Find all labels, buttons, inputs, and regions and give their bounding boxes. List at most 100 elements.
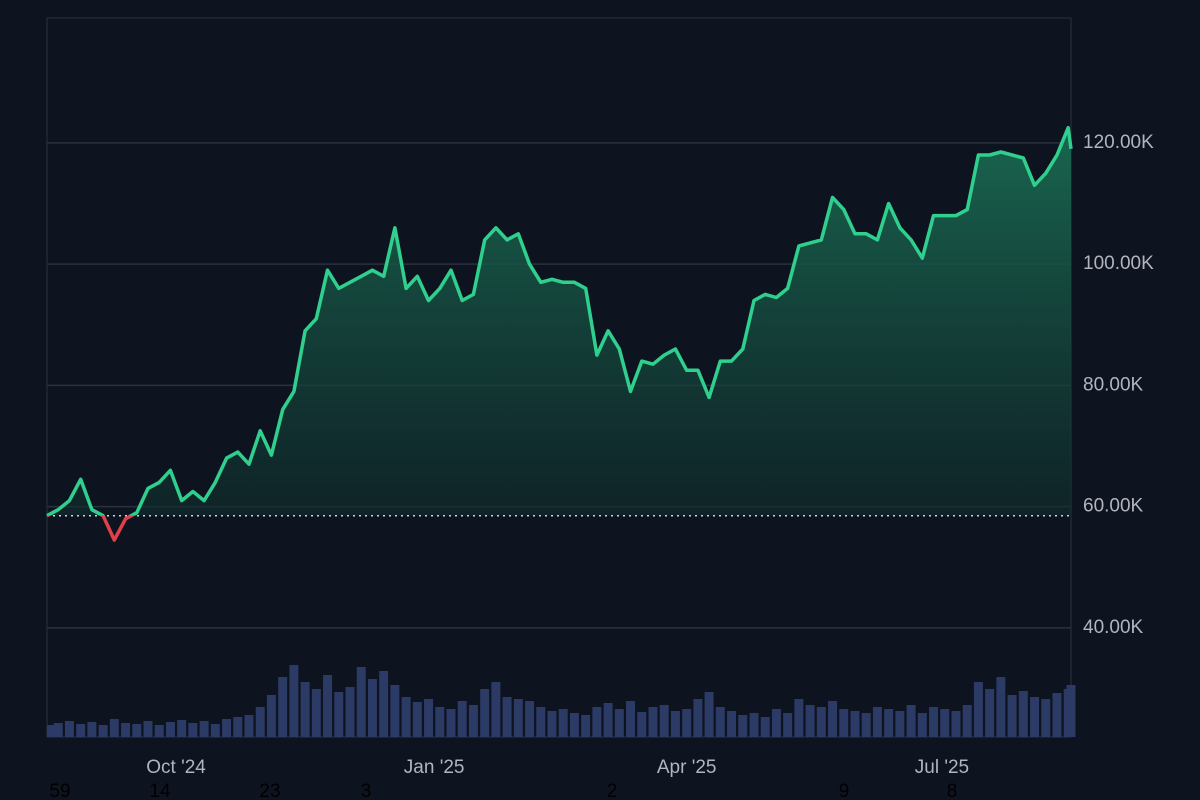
volume-bar: [289, 665, 299, 737]
volume-bar: [390, 685, 400, 737]
volume-bar: [558, 709, 568, 737]
volume-bar: [199, 721, 209, 737]
volume-bar: [53, 723, 63, 737]
volume-bar: [109, 719, 119, 737]
price-line: [46, 125, 1073, 542]
y-tick-label: 40.00K: [1083, 617, 1144, 638]
volume-bar: [47, 725, 56, 737]
volume-bar: [940, 709, 950, 737]
x-tick-label: Jan '25: [404, 757, 465, 778]
volume-bar: [962, 705, 972, 737]
volume-bar: [323, 675, 333, 737]
volume-bar: [1018, 691, 1028, 737]
x-tick-label: Jul '25: [915, 757, 969, 778]
volume-bar: [783, 713, 793, 737]
volume-bar: [547, 711, 557, 737]
volume-bar: [401, 697, 411, 737]
volume-bar: [996, 677, 1006, 737]
volume-bar: [727, 711, 737, 737]
bottom-label: 3: [361, 781, 372, 800]
volume-bar: [525, 701, 535, 737]
volume-bar: [536, 707, 546, 737]
volume-bar: [412, 702, 422, 737]
volume-bar: [121, 723, 131, 737]
volume-bar: [581, 715, 591, 737]
volume-bar: [98, 725, 108, 737]
volume-bar: [502, 697, 512, 737]
volume-bar: [929, 707, 939, 737]
volume-bar: [648, 707, 658, 737]
x-tick-label: Oct '24: [146, 757, 206, 778]
volume-bar: [614, 709, 624, 737]
volume-bar: [379, 671, 389, 737]
volume-bar: [165, 722, 175, 737]
y-tick-label: 120.00K: [1083, 132, 1154, 153]
volume-bar: [872, 707, 882, 737]
volume-bar: [1066, 685, 1076, 737]
volume-bar: [132, 724, 142, 737]
volume-bar: [367, 679, 377, 737]
volume-bar: [816, 707, 826, 737]
x-tick-label: Apr '25: [657, 757, 717, 778]
volume-bar: [682, 709, 692, 737]
bottom-label: 8: [947, 781, 958, 800]
volume-bar: [210, 724, 220, 737]
volume-bar: [951, 711, 961, 737]
bottom-label: 9: [839, 781, 850, 800]
volume-bar: [468, 705, 478, 737]
volume-bar: [592, 707, 602, 737]
volume-bar: [424, 699, 434, 737]
volume-bar: [917, 713, 927, 737]
volume-bar: [749, 713, 759, 737]
volume-bar: [266, 695, 276, 737]
volume-bar: [188, 723, 198, 737]
volume-bar: [603, 703, 613, 737]
volume-bar: [244, 715, 254, 737]
price-area: [47, 127, 1071, 516]
volume-bar: [345, 687, 355, 737]
volume-bar: [64, 721, 74, 737]
volume-bar: [973, 682, 983, 737]
volume-bar: [895, 711, 905, 737]
volume-bar: [637, 712, 647, 737]
volume-bar: [435, 707, 445, 737]
bottom-label: 59: [49, 781, 70, 800]
y-tick-label: 80.00K: [1083, 374, 1144, 395]
volume-bar: [222, 719, 232, 737]
volume-bar: [1041, 699, 1051, 737]
volume-bar: [233, 717, 243, 737]
volume-bar: [311, 689, 321, 737]
volume-bar: [480, 689, 490, 737]
volume-bar: [985, 689, 995, 737]
volume-bar: [771, 709, 781, 737]
volume-bar: [704, 692, 714, 737]
volume-bar: [1052, 693, 1062, 737]
volume-bar: [300, 682, 310, 737]
volume-bar: [76, 724, 86, 737]
volume-bar: [356, 667, 366, 737]
volume-bar: [1007, 695, 1017, 737]
bottom-label: 2: [607, 781, 618, 800]
volume-bar: [278, 677, 288, 737]
volume-bar: [513, 699, 523, 737]
volume-bar: [334, 692, 344, 737]
volume-bar: [715, 707, 725, 737]
volume-bar: [828, 701, 838, 737]
volume-bar: [446, 709, 456, 737]
volume-bar: [839, 709, 849, 737]
volume-bar: [738, 715, 748, 737]
volume-bar: [659, 705, 669, 737]
volume-bar: [457, 701, 467, 737]
volume-bar: [693, 699, 703, 737]
bottom-label: 23: [259, 781, 280, 800]
volume-bar: [154, 725, 164, 737]
volume-bar: [884, 709, 894, 737]
volume-bar: [491, 682, 501, 737]
volume-bar: [760, 717, 770, 737]
volume-bar: [794, 699, 804, 737]
volume-bar: [805, 705, 815, 737]
y-tick-label: 60.00K: [1083, 496, 1144, 517]
bottom-label: 14: [149, 781, 171, 800]
